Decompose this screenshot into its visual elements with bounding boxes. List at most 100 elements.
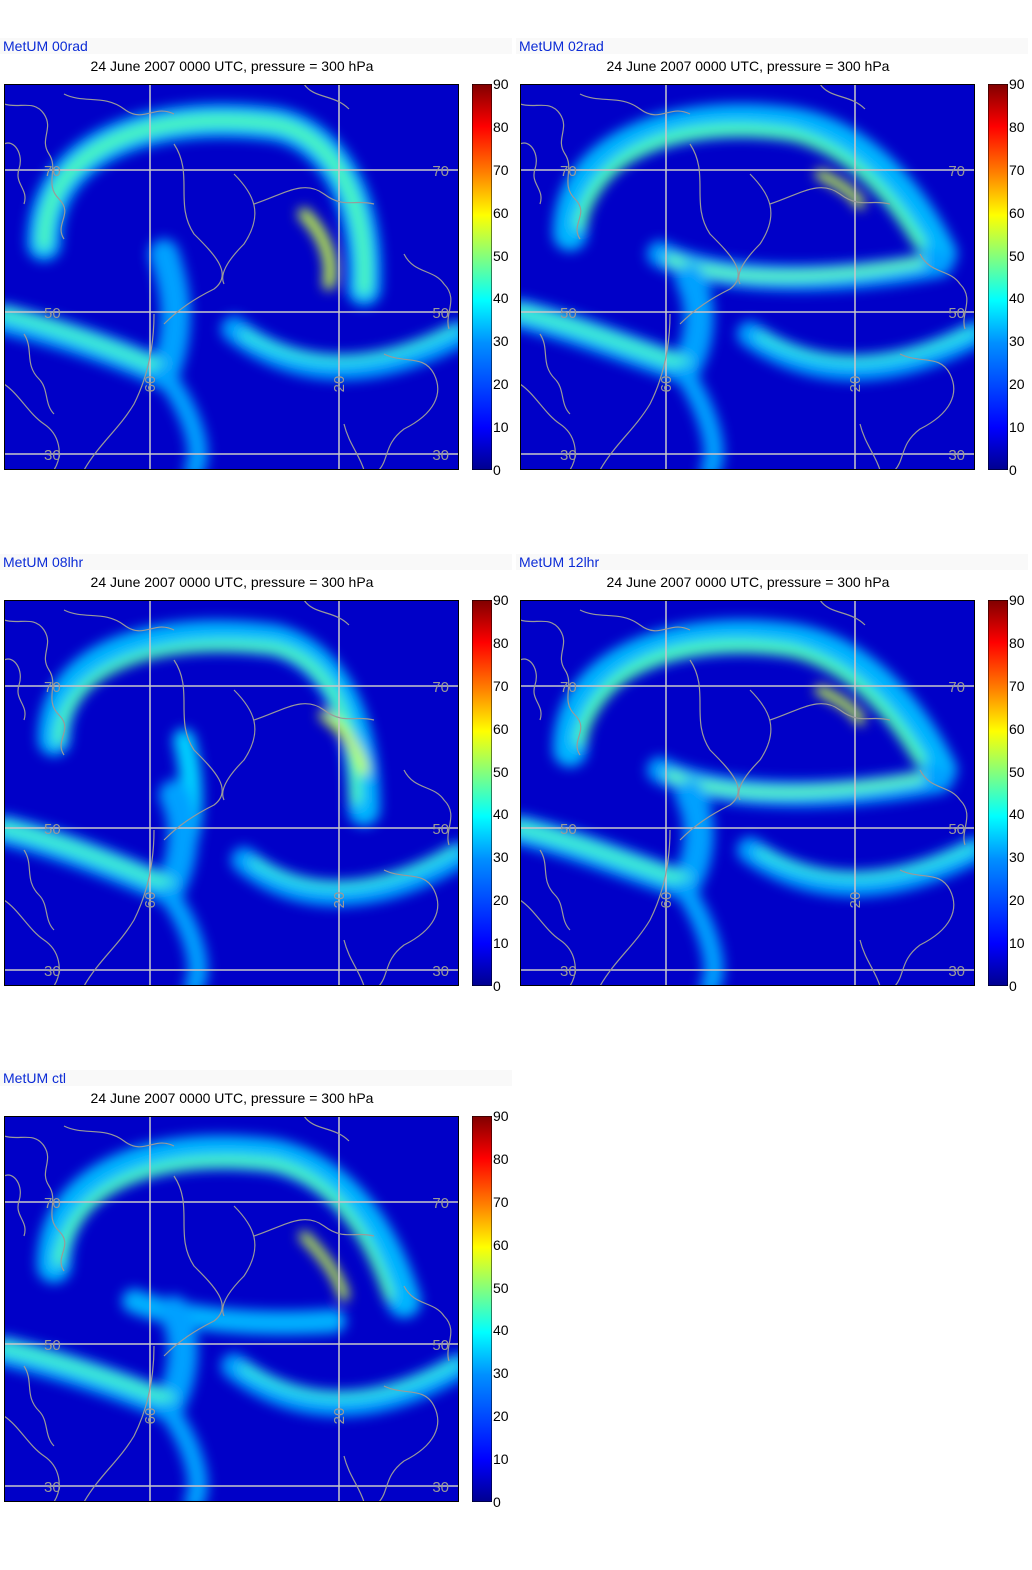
longitude-label: 20 <box>331 892 348 909</box>
run-label: MetUM 02rad <box>519 38 604 54</box>
colorbar-tick-label: 30 <box>493 1365 509 1382</box>
colorbar-tick-label: 60 <box>1009 204 1025 221</box>
colorbar-ticks: 0 10 20 30 40 50 60 70 80 90 <box>492 77 512 477</box>
latitude-label: 50 <box>44 1337 61 1354</box>
longitude-label: 20 <box>331 1408 348 1425</box>
longitude-label: 20 <box>847 892 864 909</box>
panel-header <box>516 554 1028 570</box>
colorbar-ticks: 0 10 20 30 40 50 60 70 80 90 <box>1008 593 1028 993</box>
colorbar-tick-label: 90 <box>493 76 509 92</box>
colorbar-tick-label: 10 <box>1009 419 1025 436</box>
latitude-label: 50 <box>44 305 61 322</box>
latitude-label: 30 <box>432 963 449 980</box>
colorbar-tick-label: 60 <box>1009 720 1025 737</box>
colorbar <box>472 84 492 470</box>
longitude-label: 60 <box>658 376 675 393</box>
map-frame <box>4 600 459 986</box>
colorbar-tick-label: 70 <box>1009 677 1025 694</box>
latitude-label: 70 <box>44 163 61 180</box>
colorbar-tick-label: 60 <box>493 1236 509 1253</box>
colorbar-tick-label: 80 <box>1009 634 1025 651</box>
colorbar-tick-label: 10 <box>493 1451 509 1468</box>
colorbar-tick-label: 30 <box>493 849 509 866</box>
colorbar-tick-label: 30 <box>1009 333 1025 350</box>
panel-title: 24 June 2007 0000 UTC, pressure = 300 hP… <box>606 574 890 590</box>
longitude-label: 60 <box>658 892 675 909</box>
colorbar-tick-label: 30 <box>1009 849 1025 866</box>
panel-02rad: MetUM 02rad 24 June 2007 0000 UTC, press… <box>516 38 1028 538</box>
latitude-label: 70 <box>948 679 965 696</box>
latitude-label: 30 <box>432 447 449 464</box>
colorbar-tick-label: 0 <box>1009 462 1017 478</box>
map-frame <box>4 84 459 470</box>
panel-12lhr: MetUM 12lhr 24 June 2007 0000 UTC, press… <box>516 554 1028 1054</box>
wind-speed-map: 70 70 50 50 30 30 60 20 <box>520 600 975 986</box>
wind-speed-map: 70 70 50 50 30 30 60 20 <box>4 84 459 470</box>
wind-speed-map: 70 70 50 50 30 30 60 20 <box>520 84 975 470</box>
colorbar-tick-label: 70 <box>493 161 509 178</box>
latitude-label: 50 <box>560 821 577 838</box>
latitude-label: 70 <box>560 679 577 696</box>
colorbar-tick-label: 80 <box>1009 118 1025 135</box>
longitude-label: 20 <box>331 376 348 393</box>
latitude-label: 70 <box>44 679 61 696</box>
latitude-label: 50 <box>432 1337 449 1354</box>
colorbar-tick-label: 50 <box>493 763 509 780</box>
colorbar-tick-label: 20 <box>493 1408 509 1425</box>
latitude-label: 50 <box>560 305 577 322</box>
latitude-label: 70 <box>948 163 965 180</box>
colorbar-ticks: 0 10 20 30 40 50 60 70 80 90 <box>492 1109 512 1509</box>
colorbar-tick-label: 0 <box>493 462 501 478</box>
colorbar-tick-label: 50 <box>493 247 509 264</box>
colorbar-tick-label: 50 <box>1009 763 1025 780</box>
colorbar-tick-label: 80 <box>493 1150 509 1167</box>
run-label: MetUM 08lhr <box>3 554 84 570</box>
colorbar-tick-label: 20 <box>1009 892 1025 909</box>
longitude-label: 60 <box>142 1408 159 1425</box>
latitude-label: 70 <box>432 1195 449 1212</box>
colorbar-tick-label: 90 <box>1009 592 1025 608</box>
panel-header <box>0 38 512 54</box>
colorbar-tick-label: 50 <box>1009 247 1025 264</box>
latitude-label: 30 <box>44 447 61 464</box>
colorbar-tick-label: 60 <box>493 720 509 737</box>
latitude-label: 70 <box>432 163 449 180</box>
colorbar-tick-label: 80 <box>493 634 509 651</box>
panel-header <box>516 38 1028 54</box>
map-frame <box>4 1116 459 1502</box>
latitude-label: 50 <box>432 821 449 838</box>
colorbar-tick-label: 10 <box>1009 935 1025 952</box>
run-label: MetUM 00rad <box>3 38 88 54</box>
latitude-label: 30 <box>560 963 577 980</box>
panel-title: 24 June 2007 0000 UTC, pressure = 300 hP… <box>90 1090 374 1106</box>
latitude-label: 50 <box>948 305 965 322</box>
latitude-label: 70 <box>44 1195 61 1212</box>
panel-title: 24 June 2007 0000 UTC, pressure = 300 hP… <box>90 574 374 590</box>
latitude-label: 30 <box>560 447 577 464</box>
colorbar <box>472 600 492 986</box>
colorbar-ticks: 0 10 20 30 40 50 60 70 80 90 <box>492 593 512 993</box>
colorbar-tick-label: 40 <box>493 1322 509 1339</box>
map-frame <box>520 84 975 470</box>
colorbar-tick-label: 80 <box>493 118 509 135</box>
longitude-label: 60 <box>142 376 159 393</box>
colorbar-tick-label: 40 <box>493 290 509 307</box>
colorbar-tick-label: 10 <box>493 935 509 952</box>
longitude-label: 20 <box>847 376 864 393</box>
colorbar-tick-label: 90 <box>493 1108 509 1124</box>
colorbar-tick-label: 0 <box>493 978 501 994</box>
colorbar-tick-label: 20 <box>1009 376 1025 393</box>
panel-header <box>0 1070 512 1086</box>
colorbar-tick-label: 40 <box>493 806 509 823</box>
colorbar-tick-label: 40 <box>1009 290 1025 307</box>
wind-speed-map: 70 70 50 50 30 30 60 20 <box>4 600 459 986</box>
colorbar-tick-label: 70 <box>493 1193 509 1210</box>
run-label: MetUM ctl <box>3 1070 66 1086</box>
latitude-label: 30 <box>948 963 965 980</box>
longitude-label: 60 <box>142 892 159 909</box>
panel-header <box>0 554 512 570</box>
colorbar-tick-label: 60 <box>493 204 509 221</box>
panel-title: 24 June 2007 0000 UTC, pressure = 300 hP… <box>90 58 374 74</box>
colorbar-tick-label: 30 <box>493 333 509 350</box>
panel-ctl: MetUM ctl 24 June 2007 0000 UTC, pressur… <box>0 1070 512 1570</box>
